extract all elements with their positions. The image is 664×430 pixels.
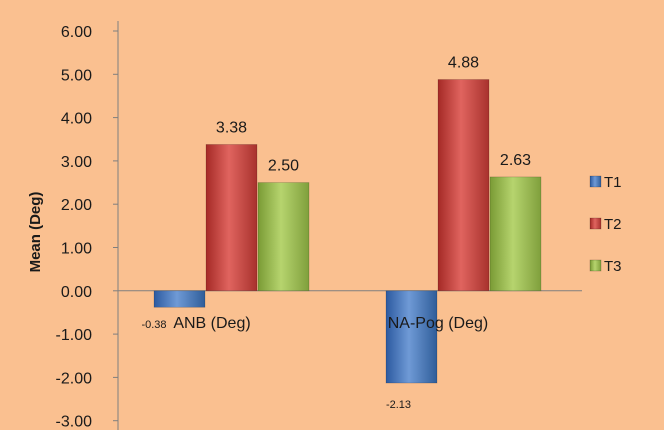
category-label-2: NA-Pog (Deg): [388, 315, 488, 332]
data-label-t1-1: -0.38: [141, 319, 166, 331]
y-tick-label: 6.00: [61, 24, 92, 41]
y-axis-label: Mean (Deg): [27, 192, 44, 273]
legend-swatch-t2: [589, 217, 602, 230]
legend: T1 T2 T3: [589, 174, 622, 275]
y-tick-label: -1.00: [56, 327, 93, 344]
axes: -3.00 -2.00 -1.00 0.00 1.00 2.00 3.00 4.00 5.00 6…: [56, 21, 582, 430]
bar-t1-1: [153, 290, 206, 308]
data-label-t2-2: 4.88: [448, 54, 479, 71]
data-label-t2-1: 3.38: [216, 119, 247, 136]
y-tick-label: 4.00: [61, 111, 92, 128]
bars: [153, 79, 542, 384]
bar-t2-2: [437, 79, 490, 292]
y-tick-label: 0.00: [61, 284, 92, 301]
y-tick-label: 5.00: [61, 67, 92, 84]
bar-t2-1: [205, 144, 258, 292]
y-tick-label: 2.00: [61, 197, 92, 214]
y-tick-label: -3.00: [56, 414, 93, 430]
data-labels: -0.38 3.38 2.50 ANB (Deg) -2.13 4.88 2.63 NA-Po…: [141, 54, 531, 411]
y-tick-label: -2.00: [56, 370, 93, 387]
category-label-1: ANB (Deg): [173, 315, 250, 332]
legend-label-t1: T1: [604, 174, 622, 191]
data-label-t3-2: 2.63: [500, 152, 531, 169]
data-label-t3-1: 2.50: [268, 158, 299, 175]
bar-t1-2: [385, 290, 438, 384]
bar-t3-2: [489, 176, 542, 292]
legend-swatch-t1: [589, 175, 602, 188]
legend-label-t3: T3: [604, 258, 622, 275]
legend-label-t2: T2: [604, 216, 622, 233]
legend-swatch-t3: [589, 259, 602, 272]
data-label-t1-2: -2.13: [386, 399, 411, 411]
y-tick-label: 1.00: [61, 241, 92, 258]
y-tick-label: 3.00: [61, 154, 92, 171]
bar-t3-1: [257, 182, 310, 292]
